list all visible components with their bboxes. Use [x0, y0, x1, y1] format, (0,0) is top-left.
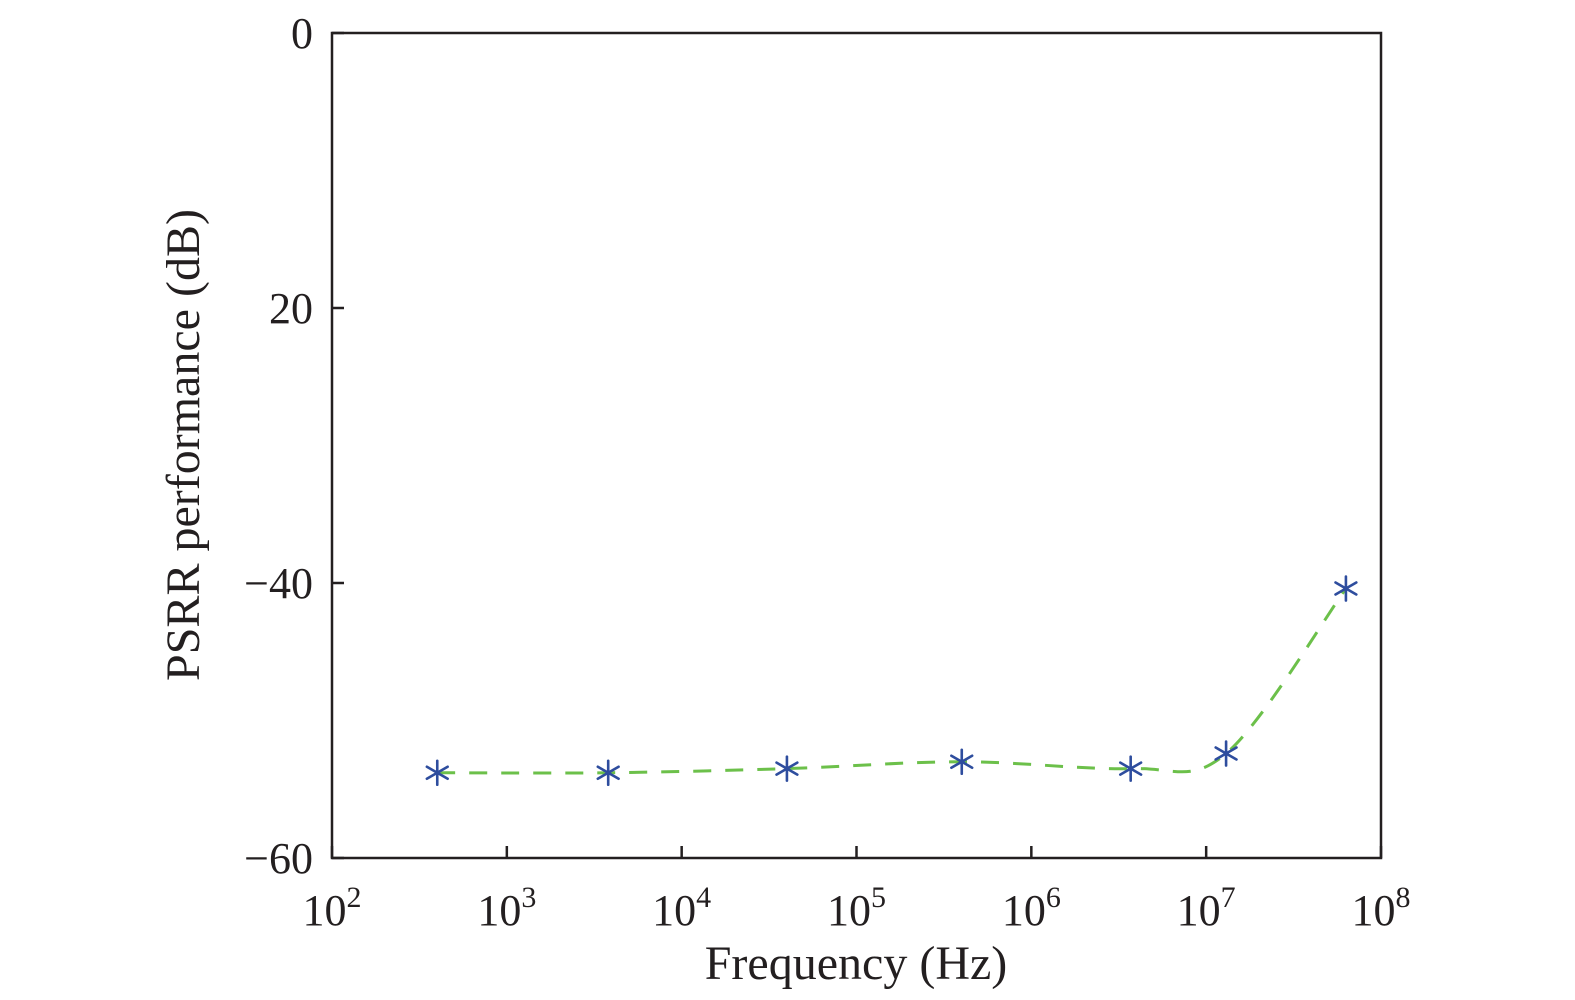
data-point-marker: [596, 759, 620, 787]
x-tick-label: 108: [1352, 881, 1411, 935]
y-axis-title: PSRR performance (dB): [157, 209, 210, 681]
data-point-marker: [425, 759, 449, 787]
x-tick-label: 104: [652, 881, 711, 935]
x-tick-label: 105: [827, 881, 886, 935]
y-tick-label: −40: [244, 559, 313, 608]
y-tick-label: 20: [269, 284, 313, 333]
data-point-marker: [775, 755, 799, 782]
x-tick-label: 106: [1002, 881, 1061, 935]
y-tick-label: 0: [291, 9, 313, 58]
x-tick-label: 103: [477, 881, 536, 935]
series-line: [437, 587, 1348, 775]
x-tick-label: 107: [1177, 881, 1236, 935]
data-point-marker: [950, 748, 974, 776]
data-point-marker: [1118, 755, 1143, 782]
plot-frame: [330, 31, 1383, 860]
data-point-marker: [1334, 575, 1358, 602]
x-tick-label: 102: [303, 881, 362, 935]
data-point-marker: [1214, 740, 1238, 767]
x-axis-title: Frequency (Hz): [705, 937, 1008, 990]
y-tick-label: −60: [244, 834, 313, 883]
